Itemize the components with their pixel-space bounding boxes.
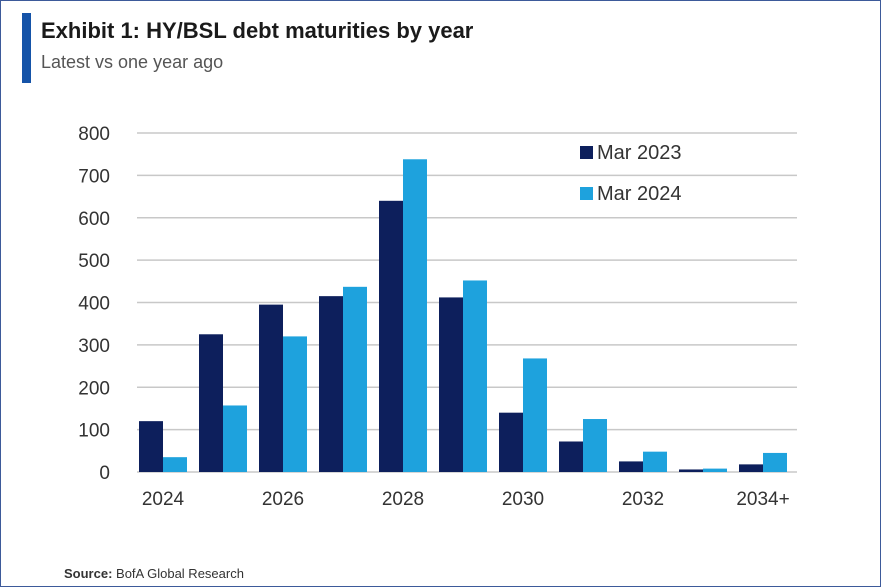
bar-mar-2024-2031	[583, 419, 607, 472]
bar-mar-2023-2031	[559, 441, 583, 472]
chart-title: Exhibit 1: HY/BSL debt maturities by yea…	[41, 18, 474, 43]
bar-mar-2024-2034plus	[763, 452, 787, 472]
bar-mar-2023-2028	[379, 200, 403, 473]
bar-mar-2023-2026	[259, 304, 283, 472]
source-label: Source:	[64, 566, 113, 581]
bar-mar-2024-2029	[463, 280, 487, 472]
legend: Mar 2023 Mar 2024	[580, 142, 682, 205]
bar-mar-2024-2026	[283, 336, 307, 472]
source-note: Source: BofA Global Research	[64, 566, 244, 581]
y-tick-label-200: 200	[78, 378, 110, 399]
x-tick-label-2032: 2032	[622, 489, 664, 510]
bar-mar-2024-2024	[163, 457, 187, 472]
bar-mar-2023-2032	[619, 461, 643, 472]
bars	[139, 159, 787, 473]
legend-label-2: Mar 2024	[597, 183, 682, 205]
x-tick-label-2034plus: 2034+	[736, 489, 789, 510]
bar-mar-2023-2024	[139, 421, 163, 472]
x-axis-ticks: 2024 2026 2028 2030 2032 2034+	[142, 489, 790, 510]
x-tick-label-2030: 2030	[502, 489, 544, 510]
bar-mar-2023-2025	[199, 334, 223, 472]
y-tick-label-400: 400	[78, 294, 110, 315]
y-axis-ticks: 0 100 200 300 400 500 600 700 800	[78, 124, 110, 484]
source-text: BofA Global Research	[116, 566, 244, 581]
y-tick-label-600: 600	[78, 209, 110, 230]
y-tick-label-100: 100	[78, 421, 110, 442]
bar-mar-2024-2028	[403, 159, 427, 472]
y-tick-label-800: 800	[78, 124, 110, 145]
y-tick-label-700: 700	[78, 166, 110, 187]
bar-mar-2024-2032	[643, 451, 667, 472]
x-tick-label-2026: 2026	[262, 489, 304, 510]
y-tick-label-500: 500	[78, 251, 110, 272]
legend-swatch-2	[580, 187, 593, 200]
y-tick-label-0: 0	[99, 463, 110, 484]
bar-mar-2023-2027	[319, 296, 343, 472]
chart-subtitle: Latest vs one year ago	[41, 52, 224, 72]
x-tick-label-2028: 2028	[382, 489, 424, 510]
bar-mar-2024-2027	[343, 286, 367, 472]
bar-mar-2023-2034plus	[739, 464, 763, 472]
legend-swatch-1	[580, 146, 593, 159]
bar-mar-2023-2029	[439, 297, 463, 472]
bar-mar-2023-2033	[679, 469, 703, 472]
bar-mar-2023-2030	[499, 412, 523, 472]
title-accent-bar	[22, 13, 31, 83]
bar-mar-2024-2025	[223, 405, 247, 472]
x-tick-label-2024: 2024	[142, 489, 185, 510]
y-tick-label-300: 300	[78, 336, 110, 357]
bar-mar-2024-2033	[703, 468, 727, 472]
bar-mar-2024-2030	[523, 358, 547, 472]
legend-label-1: Mar 2023	[597, 142, 682, 164]
